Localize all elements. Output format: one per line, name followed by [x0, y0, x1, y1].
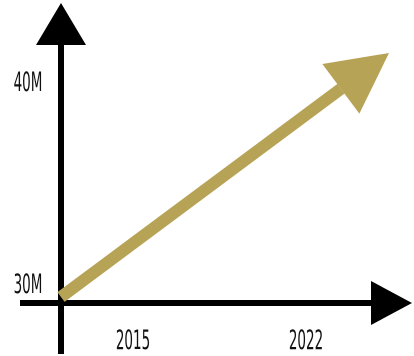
trend-arrowhead-0	[322, 53, 389, 114]
y-tick-label-30m: 30M	[14, 269, 43, 301]
x-axis-arrowhead	[371, 281, 412, 325]
y-ticks: 40M 30M	[14, 67, 43, 301]
x-ticks: 2015 2022	[116, 325, 323, 356]
y-tick-label-40m: 40M	[14, 67, 43, 99]
x-tick-label-2015: 2015	[116, 325, 150, 356]
trend-line-0	[57, 83, 345, 302]
series-layer	[57, 53, 389, 302]
x-axis	[20, 281, 412, 325]
y-axis-arrowhead	[36, 3, 86, 45]
x-tick-label-2022: 2022	[289, 325, 323, 356]
